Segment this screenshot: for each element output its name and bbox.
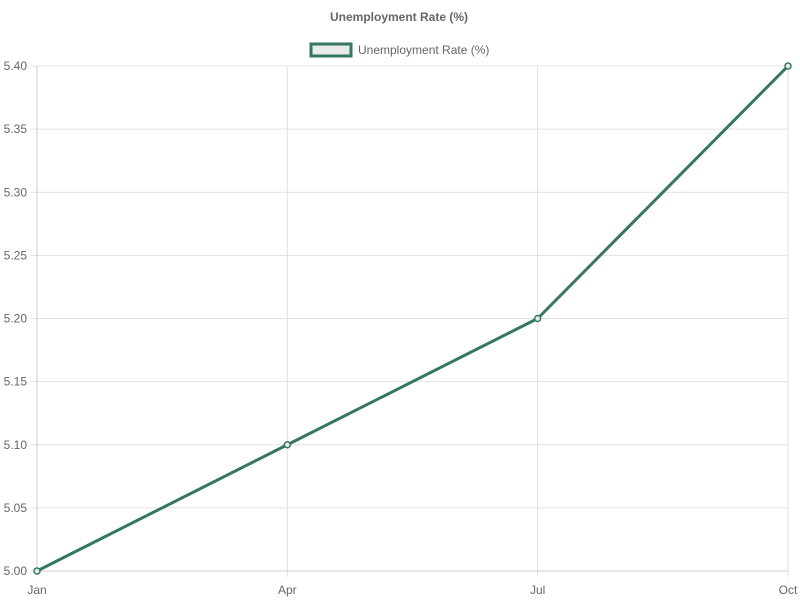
chart-title: Unemployment Rate (%) (330, 10, 468, 24)
y-axis: 5.00 5.05 5.10 5.15 5.20 5.25 5.30 5.35 5.40 (4, 59, 38, 578)
legend-label[interactable]: Unemployment Rate (%) (358, 43, 489, 57)
y-tick-label: 5.10 (4, 438, 28, 452)
data-point[interactable] (784, 62, 792, 70)
x-axis: Jan Apr Jul Oct (27, 570, 798, 597)
data-point[interactable] (283, 441, 292, 449)
series-line (36, 64, 790, 573)
y-tick-label: 5.35 (4, 122, 28, 136)
data-point[interactable] (533, 314, 542, 323)
x-tick-label: Oct (779, 583, 798, 597)
y-tick-label: 5.05 (4, 501, 28, 515)
x-tick-label: Jul (530, 583, 545, 597)
series-group (33, 62, 792, 575)
y-tick-label: 5.30 (4, 185, 28, 199)
y-tick-label: 5.20 (4, 312, 28, 326)
y-tick-label: 5.25 (4, 248, 28, 262)
x-tick-label: Jan (27, 583, 46, 597)
y-tick-label: 5.00 (4, 564, 28, 578)
grid-lines (31, 65, 789, 577)
y-tick-label: 5.15 (4, 375, 28, 389)
legend[interactable]: Unemployment Rate (%) (309, 42, 489, 58)
x-tick-label: Apr (278, 583, 297, 597)
legend-swatch[interactable] (309, 42, 353, 58)
y-tick-label: 5.40 (4, 59, 28, 73)
data-point[interactable] (33, 567, 41, 575)
